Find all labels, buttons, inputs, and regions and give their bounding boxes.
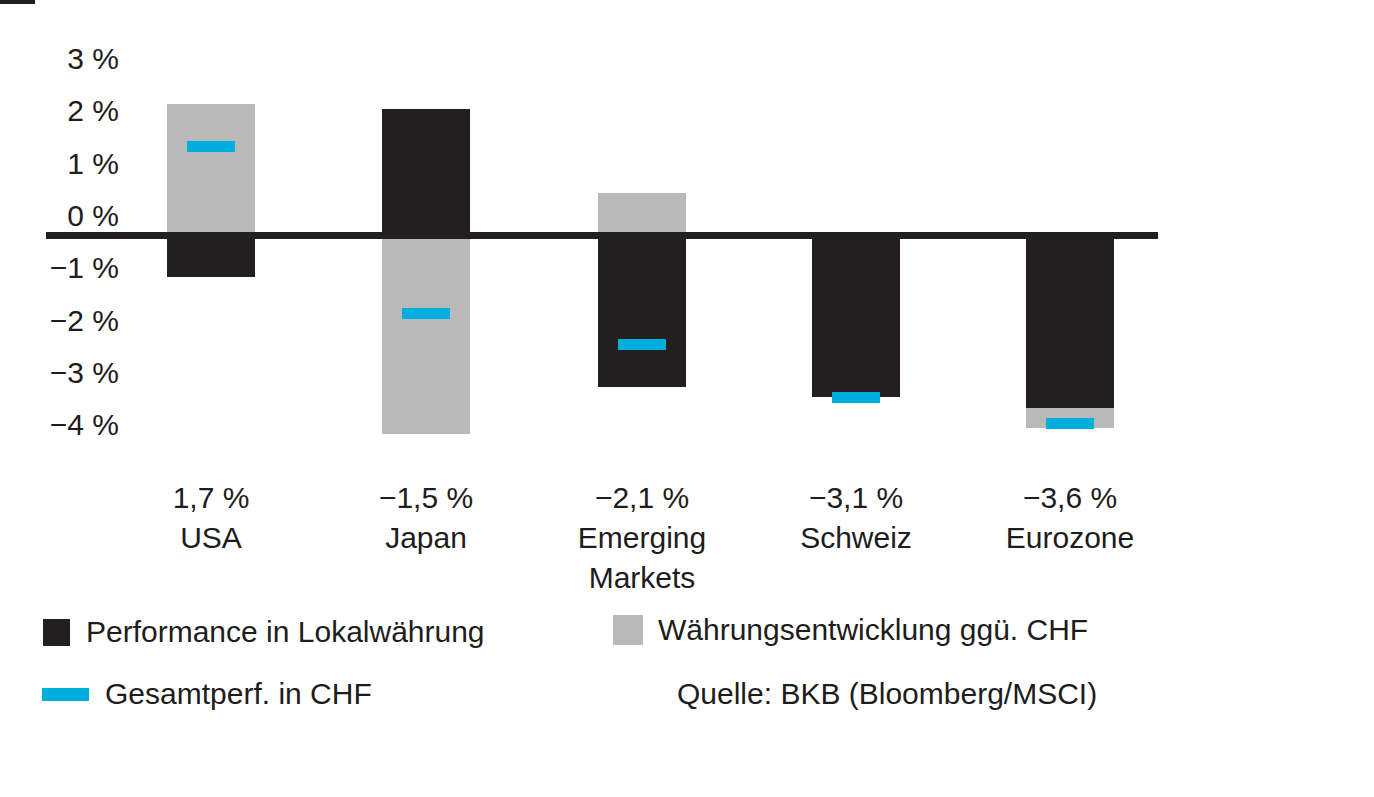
value-label: −2,1 % [522, 478, 762, 518]
y-axis-tick-label: −3 % [0, 358, 119, 388]
y-axis-tick-label: −1 % [0, 253, 119, 283]
value-label: −1,5 % [306, 478, 546, 518]
legend-item-local-performance: Performance in Lokalwährung [43, 615, 485, 649]
category-label-block: 1,7 %USA [91, 478, 331, 558]
legend-label: Währungsentwicklung ggü. CHF [658, 613, 1088, 647]
value-label: −3,1 % [736, 478, 976, 518]
source-attribution: Quelle: BKB (Bloomberg/MSCI) [677, 677, 1097, 711]
bar-local-segment [167, 235, 255, 277]
legend-item-total-chf: Gesamtperf. in CHF [42, 677, 372, 711]
category-name: USA [91, 518, 331, 558]
legend-label: Performance in Lokalwährung [86, 615, 485, 649]
bar-currency-segment [167, 104, 255, 235]
total-marker [832, 392, 880, 403]
y-axis-tick-label: 2 % [0, 96, 119, 126]
value-label: 1,7 % [91, 478, 331, 518]
y-axis-tick-label: 0 % [0, 201, 119, 231]
legend-item-currency-vs-chf: Währungsentwicklung ggü. CHF [613, 613, 1088, 647]
category-label-block: −3,6 %Eurozone [950, 478, 1190, 558]
total-marker [402, 308, 450, 319]
bar-local-segment [382, 109, 470, 235]
category-label-block: −3,1 %Schweiz [736, 478, 976, 558]
bar-local-segment [812, 235, 900, 397]
black-bar-swatch-icon [43, 619, 70, 646]
total-marker [1046, 418, 1094, 429]
category-name: Schweiz [736, 518, 976, 558]
total-marker [187, 141, 235, 152]
value-label: −3,6 % [950, 478, 1190, 518]
category-name: Emerging [522, 518, 762, 558]
category-label-block: −1,5 %Japan [306, 478, 546, 558]
legend-label: Gesamtperf. in CHF [105, 677, 372, 711]
category-label-block: −2,1 %EmergingMarkets [522, 478, 762, 598]
gray-bar-swatch-icon [613, 615, 643, 645]
bar-currency-segment [382, 235, 470, 434]
cyan-marker-swatch-icon [42, 688, 89, 701]
y-axis-tick-label: −4 % [0, 410, 119, 440]
y-axis-tick-label: 1 % [0, 149, 119, 179]
y-axis-tick-label: 3 % [0, 44, 119, 74]
bar-local-segment [1026, 235, 1114, 408]
bar-local-segment [598, 235, 686, 387]
chart-canvas: 3 % 2 % 1 % 0 % −1 % −2 % −3 % −4 % 1,7 %USA−1,5… [0, 0, 1374, 797]
total-marker [618, 339, 666, 350]
category-name: Japan [306, 518, 546, 558]
category-name: Eurozone [950, 518, 1190, 558]
category-name: Markets [522, 558, 762, 598]
bar-currency-segment [598, 193, 686, 235]
y-axis-tick-label: −2 % [0, 306, 119, 336]
zero-axis-line [46, 232, 1158, 239]
